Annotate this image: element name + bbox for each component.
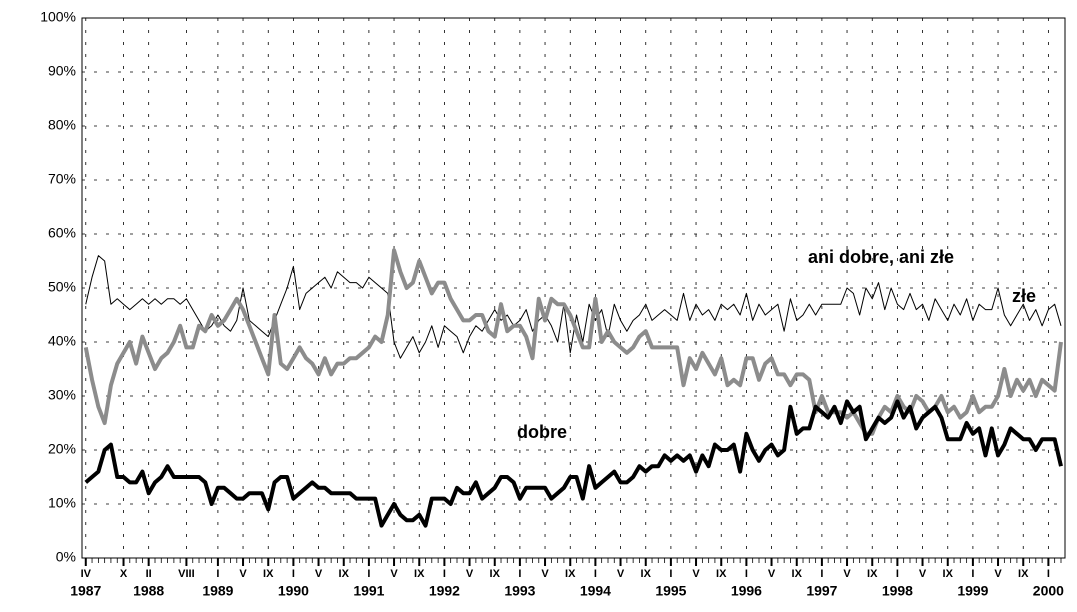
- x-tick-label: IX: [565, 568, 576, 580]
- x-tick-label: I: [443, 568, 446, 580]
- x-tick-label: X: [120, 568, 128, 580]
- x-tick-label: I: [1047, 568, 1050, 580]
- x-tick-label: IX: [867, 568, 878, 580]
- y-tick-label: 20%: [48, 441, 76, 457]
- x-tick-label: V: [919, 568, 927, 580]
- y-tick-label: 10%: [48, 495, 76, 511]
- year-label: 1988: [133, 583, 164, 599]
- year-label: 1991: [353, 583, 384, 599]
- x-tick-label: V: [315, 568, 323, 580]
- y-tick-label: 50%: [48, 279, 76, 295]
- x-tick-label: I: [216, 568, 219, 580]
- x-tick-label: V: [843, 568, 851, 580]
- x-tick-label: IX: [943, 568, 954, 580]
- x-tick-label: V: [541, 568, 549, 580]
- x-tick-label: V: [617, 568, 625, 580]
- year-label: 1996: [731, 583, 762, 599]
- x-tick-label: IX: [792, 568, 803, 580]
- x-tick-label: IX: [339, 568, 350, 580]
- x-tick-label: I: [896, 568, 899, 580]
- y-tick-label: 90%: [48, 63, 76, 79]
- year-label: 2000: [1033, 583, 1064, 599]
- x-tick-label: II: [146, 568, 152, 580]
- y-tick-label: 60%: [48, 225, 76, 241]
- y-tick-label: 70%: [48, 171, 76, 187]
- x-tick-label: V: [994, 568, 1002, 580]
- year-label: 1994: [580, 583, 611, 599]
- year-label: 1992: [429, 583, 460, 599]
- x-tick-label: VIII: [178, 568, 195, 580]
- year-label: 1997: [806, 583, 837, 599]
- y-tick-label: 40%: [48, 333, 76, 349]
- year-label: 1998: [882, 583, 913, 599]
- y-tick-label: 80%: [48, 117, 76, 133]
- x-tick-label: V: [390, 568, 398, 580]
- annotation: złe: [1012, 286, 1036, 306]
- plot-frame: [81, 17, 1066, 559]
- year-label: 1990: [278, 583, 309, 599]
- x-tick-label: I: [518, 568, 521, 580]
- x-tick-label: V: [239, 568, 247, 580]
- lines: [83, 248, 1063, 528]
- x-tick-label: I: [594, 568, 597, 580]
- x-tick-label: IX: [263, 568, 274, 580]
- annotation: dobre: [517, 422, 567, 442]
- x-tick-label: IX: [716, 568, 727, 580]
- series-line: [85, 255, 1062, 359]
- x-tick-label: I: [292, 568, 295, 580]
- y-tick-label: 0%: [56, 549, 76, 565]
- x-tick-label: I: [745, 568, 748, 580]
- x-tick-label: I: [820, 568, 823, 580]
- x-tick-label: IX: [490, 568, 501, 580]
- year-label: 1993: [504, 583, 535, 599]
- x-tick-label: I: [669, 568, 672, 580]
- x-tick-label: V: [768, 568, 776, 580]
- annotation: ani dobre, ani złe: [808, 247, 954, 267]
- year-label: 1987: [70, 583, 101, 599]
- x-tick-label: I: [367, 568, 370, 580]
- year-label: 1995: [655, 583, 686, 599]
- x-tick-label: IX: [1018, 568, 1029, 580]
- x-tick-label: IX: [414, 568, 425, 580]
- x-tick-label: IV: [81, 568, 92, 580]
- y-tick-label: 100%: [40, 9, 76, 25]
- series-line: [83, 248, 1063, 436]
- year-label: 1999: [957, 583, 988, 599]
- series-line: [84, 399, 1063, 528]
- x-tick-label: IX: [641, 568, 652, 580]
- y-tick-label: 30%: [48, 387, 76, 403]
- x-tick-label: V: [466, 568, 474, 580]
- x-tick-label: V: [692, 568, 700, 580]
- year-label: 1989: [202, 583, 233, 599]
- x-tick-label: I: [971, 568, 974, 580]
